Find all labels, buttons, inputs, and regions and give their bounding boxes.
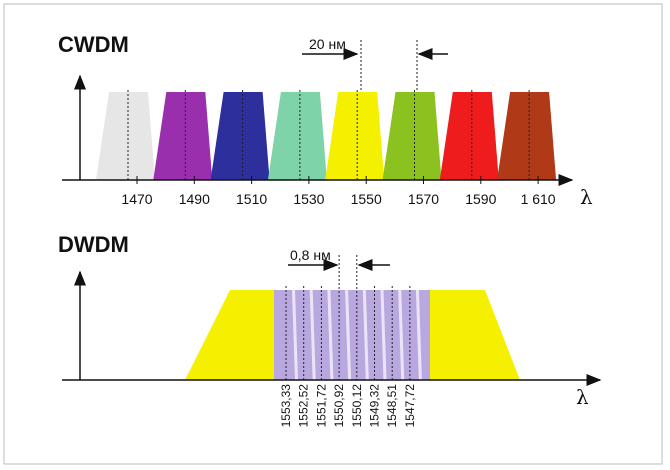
channel-region (274, 290, 430, 380)
channel-band (497, 92, 557, 180)
channel-label: 1550 (351, 191, 382, 207)
cwdm-axis-label: λ (580, 185, 593, 209)
channel-label: 1510 (236, 191, 267, 207)
channel-band (382, 92, 442, 180)
channel-label: 1570 (408, 191, 439, 207)
channel-label: 1 610 (521, 191, 556, 207)
channel-separator (415, 290, 422, 380)
channel-label: 1470 (121, 191, 152, 207)
channel-band (96, 92, 155, 180)
channel-band (153, 92, 213, 180)
channel-band (439, 92, 499, 180)
cwdm-title: CWDM (58, 32, 129, 57)
channel-label: 1549,32 (368, 384, 382, 428)
channel-label: 1551,72 (314, 384, 328, 428)
channel-separator (380, 290, 387, 380)
dwdm-axis-label: λ (576, 385, 589, 409)
channel-label: 1490 (179, 191, 210, 207)
channel-label: 1548,51 (385, 384, 399, 428)
channel-band (325, 92, 385, 180)
channel-band (210, 92, 270, 180)
dwdm-spacing: 0,8 нм (290, 247, 331, 263)
channel-label: 1547,72 (403, 384, 417, 428)
channel-label: 1550,12 (350, 384, 364, 428)
channel-band (267, 92, 327, 180)
channel-separator (345, 290, 352, 380)
channel-separator (398, 290, 405, 380)
channel-separator (327, 290, 334, 380)
channel-separator (309, 290, 316, 380)
cwdm-spacing: 20 нм (309, 36, 346, 52)
cwdm-chart: 1470 1490 1510 1530 1550 1570 1590 1 610 (96, 40, 557, 207)
frame (3, 3, 663, 465)
channel-label: 1530 (293, 191, 324, 207)
dwdm-chart: 1553,33 1552,52 1551,72 1550,92 1550,12 1549,… (185, 255, 520, 427)
channel-label: 1590 (465, 191, 496, 207)
channel-label: 1553,33 (279, 384, 293, 428)
dwdm-title: DWDM (58, 232, 129, 257)
channel-label: 1550,92 (332, 384, 346, 428)
channel-label: 1552,52 (297, 384, 311, 428)
channel-separator (362, 290, 369, 380)
channel-separator (292, 290, 298, 380)
